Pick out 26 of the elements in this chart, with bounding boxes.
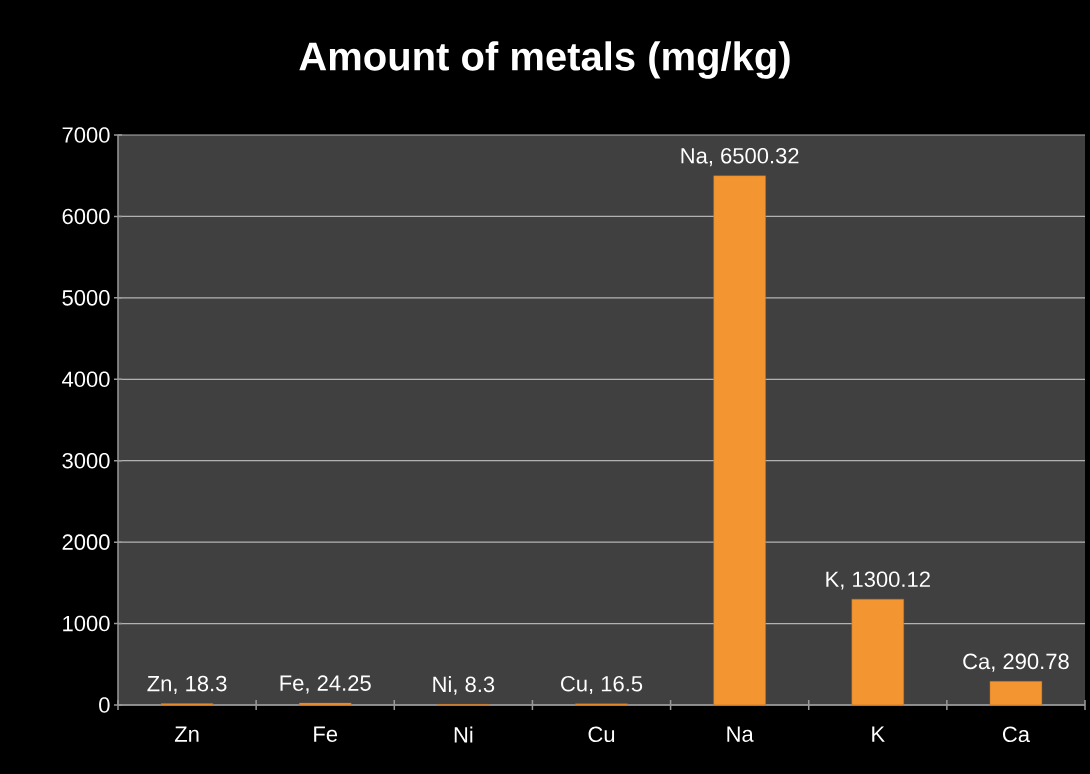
data-label: Ni, 8.3 bbox=[433, 676, 495, 695]
bar bbox=[713, 175, 766, 706]
data-label: Na, 6500.32 bbox=[681, 147, 799, 167]
y-tick-label: 5000 bbox=[62, 290, 110, 306]
chart-title: Amount of metals (mg/kg) bbox=[299, 41, 790, 79]
data-label: Fe, 24.25 bbox=[280, 675, 371, 694]
y-tick-label: 1000 bbox=[63, 615, 110, 632]
y-tick-label: 3000 bbox=[62, 452, 110, 469]
x-tick-label: Ca bbox=[1002, 726, 1030, 743]
data-label: Ca, 290.78 bbox=[963, 653, 1069, 672]
y-tick-label: 6000 bbox=[62, 208, 110, 225]
y-tick-label: 4000 bbox=[62, 371, 110, 388]
x-tick-label: Zn bbox=[174, 726, 199, 742]
x-tick-label: Na bbox=[727, 726, 754, 742]
data-label: Zn, 18.3 bbox=[147, 675, 227, 694]
x-tick-label: Ni bbox=[454, 726, 473, 743]
x-tick-label: Fe bbox=[314, 726, 338, 742]
bar bbox=[989, 681, 1043, 706]
data-label: K, 1300.12 bbox=[826, 571, 930, 590]
y-tick-label: 2000 bbox=[62, 534, 110, 550]
y-tick-label: 0 bbox=[99, 697, 110, 713]
x-tick-label: Cu bbox=[588, 726, 615, 743]
bar bbox=[851, 598, 904, 706]
data-label: Cu, 16.5 bbox=[561, 675, 643, 695]
y-tick-label: 7000 bbox=[62, 127, 110, 143]
x-tick-label: K bbox=[872, 726, 885, 742]
